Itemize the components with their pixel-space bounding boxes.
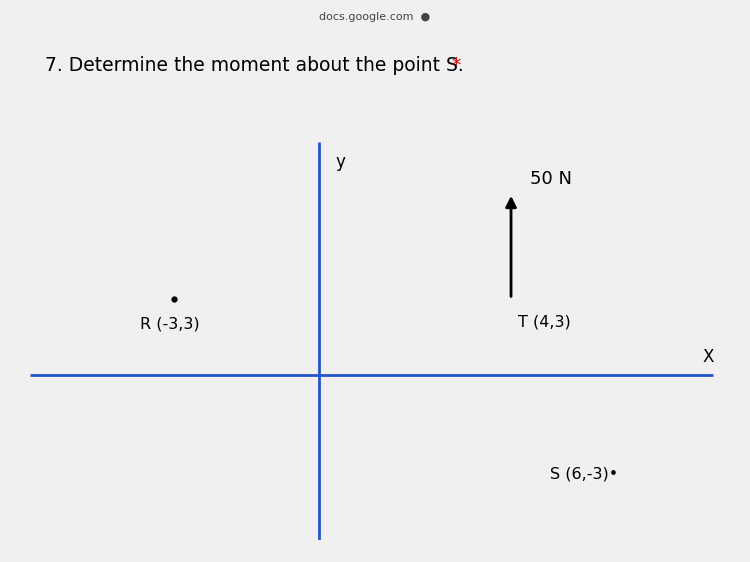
Text: 7. Determine the moment about the point S.: 7. Determine the moment about the point … — [45, 56, 464, 75]
Text: *: * — [446, 56, 461, 75]
Text: docs.google.com  ●: docs.google.com ● — [320, 12, 430, 22]
Text: 50 N: 50 N — [530, 170, 572, 188]
Text: R (-3,3): R (-3,3) — [140, 317, 200, 332]
Text: X: X — [703, 348, 714, 366]
Text: S (6,-3)•: S (6,-3)• — [550, 466, 618, 481]
Text: y: y — [335, 152, 345, 171]
Text: T (4,3): T (4,3) — [518, 315, 571, 329]
